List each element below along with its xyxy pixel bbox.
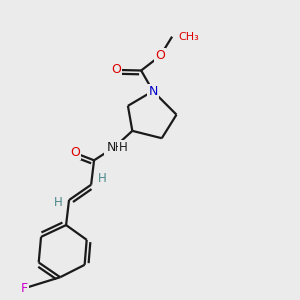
Text: O: O: [111, 63, 121, 76]
Text: H: H: [53, 196, 62, 209]
Text: N: N: [148, 85, 158, 98]
Text: F: F: [20, 282, 28, 295]
Text: H: H: [118, 141, 127, 154]
Text: O: O: [155, 49, 165, 62]
Text: CH₃: CH₃: [178, 32, 199, 42]
Text: N: N: [106, 141, 116, 154]
Text: H: H: [98, 172, 107, 185]
Text: O: O: [70, 146, 80, 159]
Text: NH: NH: [105, 141, 124, 154]
